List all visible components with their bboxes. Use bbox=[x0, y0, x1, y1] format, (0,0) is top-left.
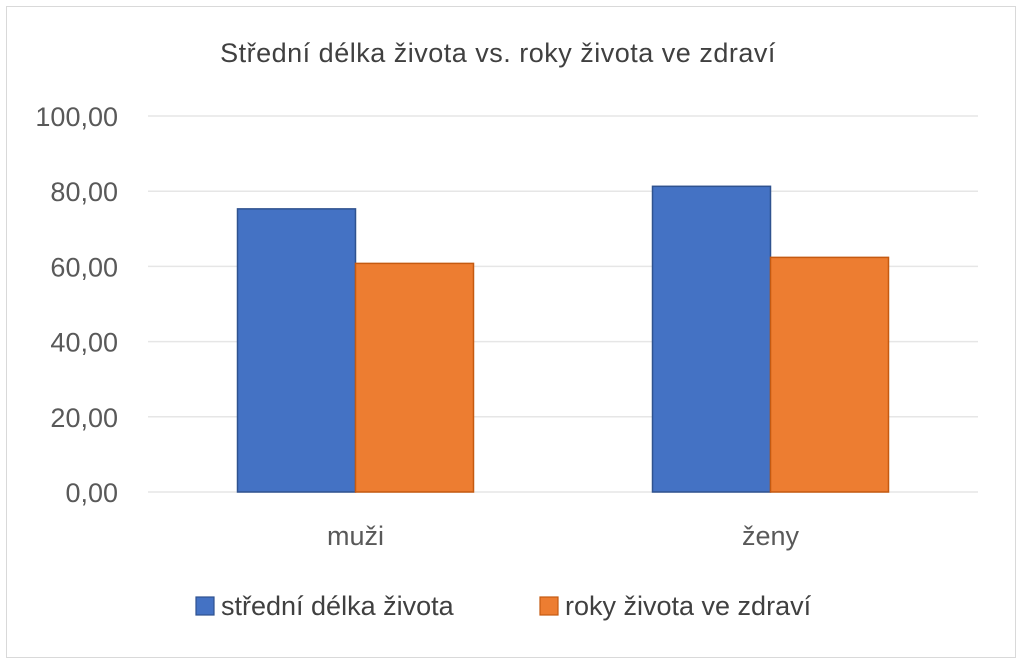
y-tick-label: 20,00 bbox=[50, 403, 118, 433]
legend-swatch bbox=[539, 596, 559, 616]
y-tick-label: 80,00 bbox=[50, 177, 118, 207]
y-tick-label: 100,00 bbox=[35, 102, 118, 132]
bar bbox=[651, 185, 772, 493]
legend-label: střední délka života bbox=[221, 591, 455, 621]
bar bbox=[236, 208, 357, 493]
y-axis-ticks: 0,00 20,00 40,00 60,00 80,00 100,00 bbox=[35, 102, 118, 508]
legend: střední délka života roky života ve zdrav… bbox=[195, 591, 812, 621]
x-category-label: ženy bbox=[742, 521, 800, 551]
legend-label: roky života ve zdraví bbox=[565, 591, 812, 621]
y-tick-label: 0,00 bbox=[65, 478, 118, 508]
bar bbox=[769, 256, 890, 493]
y-tick-label: 40,00 bbox=[50, 328, 118, 358]
x-axis-categories: muži ženy bbox=[327, 521, 800, 551]
bars bbox=[236, 185, 890, 493]
bar bbox=[354, 262, 475, 493]
legend-swatch bbox=[195, 596, 215, 616]
x-category-label: muži bbox=[327, 521, 384, 551]
chart-title: Střední délka života vs. roky života ve … bbox=[220, 38, 776, 68]
y-tick-label: 60,00 bbox=[50, 252, 118, 282]
